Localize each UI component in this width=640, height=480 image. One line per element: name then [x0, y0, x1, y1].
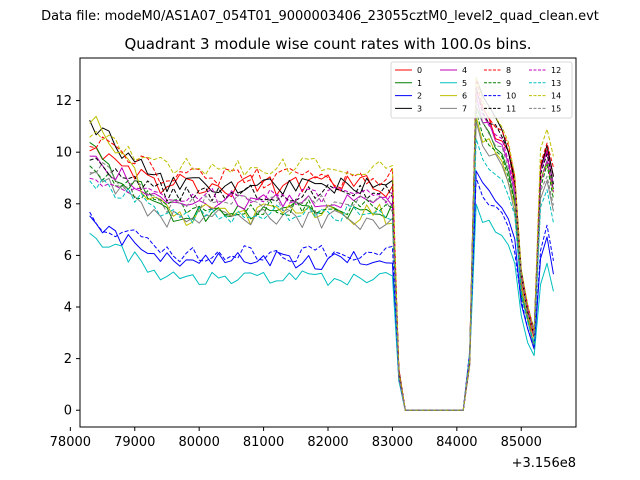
- legend-label-11: 11: [506, 104, 516, 113]
- legend-label-10: 10: [506, 92, 516, 101]
- y-tick-label: 2: [64, 352, 72, 367]
- series-line-5: [89, 203, 554, 411]
- legend-label-9: 9: [506, 79, 511, 88]
- x-tick-label: 84000: [436, 435, 477, 450]
- y-tick-label: 4: [64, 301, 72, 316]
- x-tick-label: 79000: [114, 435, 155, 450]
- x-tick-label: 83000: [372, 435, 413, 450]
- axes-frame: [79, 57, 577, 428]
- x-tick-label: 81000: [243, 435, 284, 450]
- legend-label-1: 1: [417, 79, 422, 88]
- plot-area: [80, 58, 576, 427]
- series-line-8: [89, 79, 554, 411]
- legend-label-15: 15: [551, 104, 561, 113]
- x-tick-label: 85000: [501, 435, 542, 450]
- legend-label-12: 12: [551, 66, 561, 75]
- y-tick-label: 0: [64, 404, 72, 419]
- legend-label-3: 3: [417, 104, 422, 113]
- legend-label-5: 5: [462, 79, 467, 88]
- chart-title: Quadrant 3 module wise count rates with …: [124, 35, 531, 53]
- x-offset-label: +3.156e8: [512, 456, 576, 471]
- legend-box: [390, 61, 573, 119]
- series-line-2: [89, 170, 554, 411]
- legend-label-0: 0: [417, 66, 422, 75]
- series-line-14: [89, 76, 554, 411]
- series-line-10: [89, 177, 554, 411]
- axes-layer: 78000 79000 80000 81000 82000 83000 84000 85000…: [50, 94, 542, 450]
- legend-label-6: 6: [462, 92, 467, 101]
- y-tick-label: 6: [64, 249, 72, 264]
- suptitle: Data file: modeM0/AS1A07_054T01_90000034…: [41, 9, 599, 24]
- legend-label-13: 13: [551, 79, 561, 88]
- legend-label-14: 14: [551, 92, 561, 101]
- legend-label-2: 2: [417, 92, 422, 101]
- legend-label-4: 4: [462, 66, 467, 75]
- x-tick-label: 80000: [178, 435, 219, 450]
- legend-label-7: 7: [462, 104, 467, 113]
- y-tick-label: 8: [64, 197, 72, 212]
- x-tick-label: 82000: [307, 435, 348, 450]
- y-tick-label: 10: [55, 146, 72, 161]
- y-tick-label: 12: [55, 94, 72, 109]
- x-tick-label: 78000: [50, 435, 91, 450]
- series-line-13: [89, 138, 554, 411]
- legend-label-8: 8: [506, 66, 511, 75]
